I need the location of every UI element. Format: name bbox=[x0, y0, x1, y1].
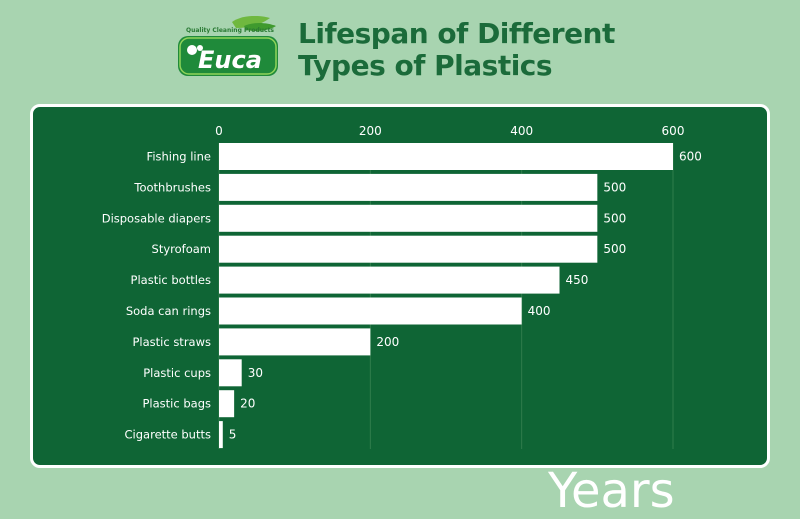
category-label: Disposable diapers bbox=[102, 211, 211, 225]
category-label: Plastic straws bbox=[132, 335, 211, 349]
bar-9 bbox=[219, 421, 223, 449]
category-label: Styrofoam bbox=[152, 242, 211, 256]
category-label: Plastic bottles bbox=[131, 273, 211, 287]
unit-label: Years bbox=[548, 463, 675, 519]
data-label: 500 bbox=[603, 211, 626, 225]
svg-text:Euca: Euca bbox=[198, 46, 262, 74]
data-label: 450 bbox=[566, 273, 589, 287]
title-line-2: Types of Plastics bbox=[298, 49, 553, 82]
title-line-1: Lifespan of Different bbox=[298, 17, 615, 50]
bar-3 bbox=[219, 235, 598, 263]
category-label: Toothbrushes bbox=[133, 180, 211, 194]
category-label: Plastic cups bbox=[143, 366, 211, 380]
x-tick-label: 400 bbox=[510, 124, 533, 138]
category-label: Fishing line bbox=[147, 150, 211, 164]
bar-0 bbox=[219, 143, 673, 170]
data-label: 20 bbox=[240, 397, 255, 411]
bar-4 bbox=[219, 266, 560, 294]
bar-1 bbox=[219, 173, 598, 201]
bar-6 bbox=[219, 328, 371, 356]
category-label: Soda can rings bbox=[126, 304, 211, 318]
chart-panel: 0 200 400 600 Fishing line 600 Toothbrushes 500… bbox=[30, 104, 770, 519]
data-label: 400 bbox=[528, 304, 551, 318]
x-tick-label: 0 bbox=[215, 124, 223, 138]
x-tick-label: 200 bbox=[359, 124, 382, 138]
bar-7 bbox=[219, 359, 242, 387]
bar-5 bbox=[219, 297, 522, 325]
svg-text:Quality Cleaning Products: Quality Cleaning Products bbox=[186, 27, 274, 34]
category-label: Cigarette butts bbox=[125, 428, 211, 442]
data-label: 500 bbox=[603, 180, 626, 194]
bar-2 bbox=[219, 204, 598, 232]
data-label: 500 bbox=[603, 242, 626, 256]
data-label: 200 bbox=[376, 335, 399, 349]
x-tick-label: 600 bbox=[662, 124, 685, 138]
bar-8 bbox=[219, 390, 235, 418]
data-label: 600 bbox=[679, 150, 702, 164]
data-label: 5 bbox=[229, 428, 237, 442]
euca-logo: Quality Cleaning Products Euca bbox=[174, 16, 282, 80]
page-title: Lifespan of Different Types of Plastics bbox=[298, 18, 615, 82]
bar-chart: 0 200 400 600 Fishing line 600 Toothbrushes 500… bbox=[102, 124, 702, 449]
category-label: Plastic bags bbox=[143, 397, 212, 411]
data-label: 30 bbox=[248, 366, 263, 380]
